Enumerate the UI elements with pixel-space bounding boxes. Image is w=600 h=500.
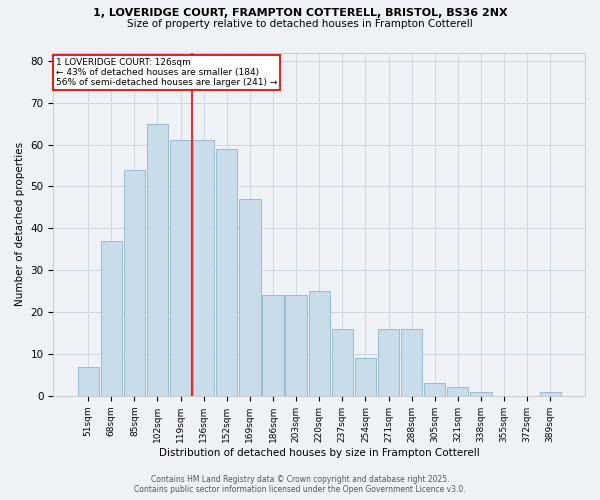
Bar <box>332 329 353 396</box>
Bar <box>262 296 284 396</box>
Bar <box>170 140 191 396</box>
Bar <box>193 140 214 396</box>
Bar <box>539 392 561 396</box>
Text: Size of property relative to detached houses in Frampton Cotterell: Size of property relative to detached ho… <box>127 19 473 29</box>
Bar <box>216 149 238 396</box>
Bar <box>355 358 376 396</box>
Text: 1, LOVERIDGE COURT, FRAMPTON COTTERELL, BRISTOL, BS36 2NX: 1, LOVERIDGE COURT, FRAMPTON COTTERELL, … <box>92 8 508 18</box>
Bar <box>124 170 145 396</box>
Bar <box>101 241 122 396</box>
Bar <box>447 388 469 396</box>
Bar <box>239 199 260 396</box>
Bar <box>147 124 168 396</box>
X-axis label: Distribution of detached houses by size in Frampton Cotterell: Distribution of detached houses by size … <box>159 448 479 458</box>
Bar <box>424 384 445 396</box>
Text: Contains HM Land Registry data © Crown copyright and database right 2025.
Contai: Contains HM Land Registry data © Crown c… <box>134 474 466 494</box>
Y-axis label: Number of detached properties: Number of detached properties <box>15 142 25 306</box>
Bar <box>77 366 99 396</box>
Bar <box>308 291 330 396</box>
Bar <box>470 392 491 396</box>
Bar <box>286 296 307 396</box>
Bar <box>378 329 399 396</box>
Bar <box>401 329 422 396</box>
Text: 1 LOVERIDGE COURT: 126sqm
← 43% of detached houses are smaller (184)
56% of semi: 1 LOVERIDGE COURT: 126sqm ← 43% of detac… <box>56 58 277 88</box>
